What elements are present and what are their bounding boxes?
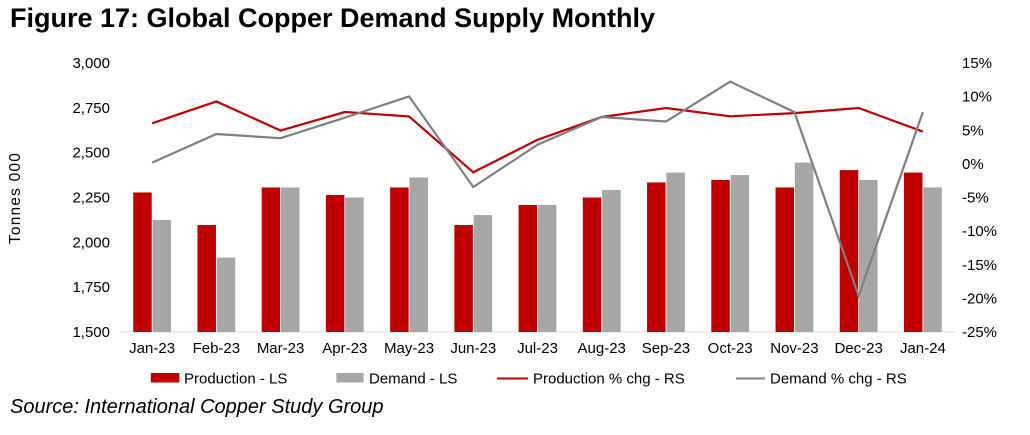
svg-text:-20%: -20% [962,290,997,307]
svg-text:15%: 15% [962,55,992,72]
svg-text:-15%: -15% [962,257,997,274]
svg-text:Demand - LS: Demand - LS [369,371,457,388]
svg-text:2,000: 2,000 [72,234,110,251]
svg-text:May-23: May-23 [384,340,434,357]
svg-text:-10%: -10% [962,223,997,240]
svg-text:Jan-24: Jan-24 [900,340,946,357]
svg-text:3,000: 3,000 [72,55,110,72]
svg-text:Tonnes 000: Tonnes 000 [7,152,24,244]
svg-text:0%: 0% [962,156,984,173]
svg-text:2,250: 2,250 [72,190,110,207]
svg-text:1,750: 1,750 [72,279,110,296]
svg-text:Oct-23: Oct-23 [708,340,753,357]
svg-text:Demand % chg - RS: Demand % chg - RS [770,371,907,388]
svg-text:Aug-23: Aug-23 [578,340,626,357]
svg-text:Jan-23: Jan-23 [129,340,175,357]
svg-text:2,500: 2,500 [72,145,110,162]
svg-text:Dec-23: Dec-23 [834,340,882,357]
svg-text:2,750: 2,750 [72,100,110,117]
svg-text:1,500: 1,500 [72,324,110,341]
svg-text:Sep-23: Sep-23 [642,340,690,357]
svg-text:10%: 10% [962,89,992,106]
svg-text:-25%: -25% [962,324,997,341]
svg-text:Apr-23: Apr-23 [322,340,367,357]
svg-text:Feb-23: Feb-23 [193,340,241,357]
svg-text:Jun-23: Jun-23 [450,340,496,357]
svg-text:Mar-23: Mar-23 [257,340,305,357]
svg-text:Jul-23: Jul-23 [517,340,558,357]
svg-text:5%: 5% [962,122,984,139]
svg-text:-5%: -5% [962,190,989,207]
svg-text:Production - LS: Production - LS [184,371,287,388]
svg-text:Production % chg - RS: Production % chg - RS [533,371,685,388]
svg-text:Nov-23: Nov-23 [770,340,818,357]
